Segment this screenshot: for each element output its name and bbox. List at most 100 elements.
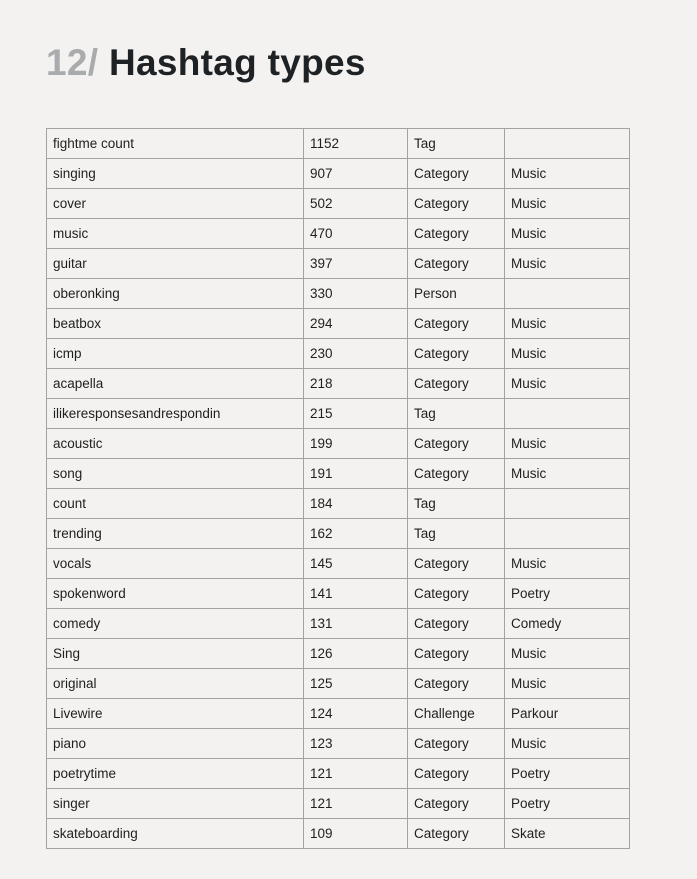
type-cell: Category — [407, 158, 505, 189]
type-cell: Category — [407, 308, 505, 339]
hashtag-cell: oberonking — [46, 278, 304, 309]
type-cell: Category — [407, 368, 505, 399]
subtype-cell: Poetry — [504, 578, 630, 609]
type-cell: Tag — [407, 398, 505, 429]
subtype-cell: Music — [504, 158, 630, 189]
table-row: trending 162 Tag — [46, 518, 630, 549]
hashtag-cell: piano — [46, 728, 304, 759]
subtype-cell: Poetry — [504, 758, 630, 789]
title-text: Hashtag types — [108, 42, 366, 83]
subtype-cell: Comedy — [504, 608, 630, 639]
count-cell: 141 — [303, 578, 408, 609]
hashtag-cell: singing — [46, 158, 304, 189]
hashtag-cell: ilikeresponsesandrespondin — [46, 398, 304, 429]
count-cell: 199 — [303, 428, 408, 459]
table-row: ilikeresponsesandrespondin 215 Tag — [46, 398, 630, 429]
count-cell: 124 — [303, 698, 408, 729]
table-row: guitar 397 Category Music — [46, 248, 630, 279]
hashtag-cell: Livewire — [46, 698, 304, 729]
count-cell: 131 — [303, 608, 408, 639]
hashtag-cell: comedy — [46, 608, 304, 639]
type-cell: Category — [407, 668, 505, 699]
subtype-cell: Music — [504, 668, 630, 699]
type-cell: Category — [407, 608, 505, 639]
count-cell: 184 — [303, 488, 408, 519]
type-cell: Category — [407, 578, 505, 609]
count-cell: 145 — [303, 548, 408, 579]
hashtag-cell: singer — [46, 788, 304, 819]
hashtag-cell: cover — [46, 188, 304, 219]
type-cell: Category — [407, 188, 505, 219]
table-row: icmp 230 Category Music — [46, 338, 630, 369]
count-cell: 126 — [303, 638, 408, 669]
hashtag-cell: Sing — [46, 638, 304, 669]
hashtag-cell: acapella — [46, 368, 304, 399]
count-cell: 294 — [303, 308, 408, 339]
count-cell: 123 — [303, 728, 408, 759]
table-row: piano 123 Category Music — [46, 728, 630, 759]
subtype-cell — [504, 488, 630, 519]
hashtag-cell: count — [46, 488, 304, 519]
subtype-cell — [504, 278, 630, 309]
count-cell: 1152 — [303, 128, 408, 159]
subtype-cell — [504, 398, 630, 429]
subtype-cell: Parkour — [504, 698, 630, 729]
subtype-cell — [504, 128, 630, 159]
subtype-cell: Music — [504, 548, 630, 579]
hashtag-cell: fightme count — [46, 128, 304, 159]
hashtag-cell: skateboarding — [46, 818, 304, 849]
subtype-cell: Poetry — [504, 788, 630, 819]
type-cell: Tag — [407, 488, 505, 519]
table-row: Sing 126 Category Music — [46, 638, 630, 669]
table-row: count 184 Tag — [46, 488, 630, 519]
page-title: 12/ Hashtag types — [46, 40, 366, 86]
type-cell: Category — [407, 548, 505, 579]
count-cell: 121 — [303, 758, 408, 789]
subtype-cell: Music — [504, 338, 630, 369]
hashtag-cell: vocals — [46, 548, 304, 579]
type-cell: Category — [407, 818, 505, 849]
table-row: acoustic 199 Category Music — [46, 428, 630, 459]
hashtag-cell: original — [46, 668, 304, 699]
count-cell: 907 — [303, 158, 408, 189]
table-row: beatbox 294 Category Music — [46, 308, 630, 339]
subtype-cell: Music — [504, 458, 630, 489]
hashtag-cell: guitar — [46, 248, 304, 279]
hashtag-cell: spokenword — [46, 578, 304, 609]
hashtag-cell: trending — [46, 518, 304, 549]
type-cell: Category — [407, 218, 505, 249]
count-cell: 218 — [303, 368, 408, 399]
subtype-cell: Music — [504, 638, 630, 669]
hashtag-cell: music — [46, 218, 304, 249]
table-row: oberonking 330 Person — [46, 278, 630, 309]
hashtag-cell: song — [46, 458, 304, 489]
hashtag-table: fightme count 1152 Tag singing 907 Category Mu… — [46, 128, 630, 849]
count-cell: 121 — [303, 788, 408, 819]
hashtag-cell: beatbox — [46, 308, 304, 339]
type-cell: Category — [407, 428, 505, 459]
count-cell: 502 — [303, 188, 408, 219]
table-row: skateboarding 109 Category Skate — [46, 818, 630, 849]
count-cell: 191 — [303, 458, 408, 489]
table-row: acapella 218 Category Music — [46, 368, 630, 399]
table-row: comedy 131 Category Comedy — [46, 608, 630, 639]
table-row: singing 907 Category Music — [46, 158, 630, 189]
type-cell: Challenge — [407, 698, 505, 729]
type-cell: Tag — [407, 128, 505, 159]
table-row: singer 121 Category Poetry — [46, 788, 630, 819]
count-cell: 470 — [303, 218, 408, 249]
count-cell: 125 — [303, 668, 408, 699]
type-cell: Category — [407, 638, 505, 669]
type-cell: Category — [407, 458, 505, 489]
table-row: music 470 Category Music — [46, 218, 630, 249]
table-row: cover 502 Category Music — [46, 188, 630, 219]
hashtag-cell: acoustic — [46, 428, 304, 459]
subtype-cell: Music — [504, 308, 630, 339]
type-cell: Category — [407, 728, 505, 759]
type-cell: Category — [407, 248, 505, 279]
subtype-cell: Music — [504, 218, 630, 249]
table-row: fightme count 1152 Tag — [46, 128, 630, 159]
count-cell: 109 — [303, 818, 408, 849]
count-cell: 397 — [303, 248, 408, 279]
subtype-cell — [504, 518, 630, 549]
